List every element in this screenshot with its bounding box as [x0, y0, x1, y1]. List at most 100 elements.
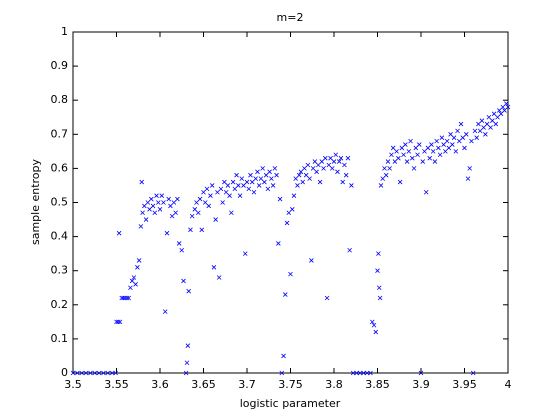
- point: [444, 138, 450, 144]
- point: [453, 149, 459, 154]
- x-tick-label: 3.55: [104, 378, 129, 391]
- point: [230, 179, 236, 185]
- point: [296, 172, 302, 178]
- point: [399, 145, 405, 151]
- point: [161, 200, 166, 205]
- point: [354, 370, 359, 376]
- point: [310, 166, 316, 171]
- point: [139, 179, 145, 185]
- point: [345, 155, 351, 161]
- point: [253, 176, 258, 181]
- point: [451, 135, 457, 140]
- point: [138, 224, 144, 229]
- point: [364, 370, 370, 376]
- x-tick-label: 3.7: [238, 378, 256, 391]
- point: [369, 319, 375, 325]
- y-tick-label: 0.8: [51, 93, 69, 106]
- point: [404, 159, 410, 164]
- point: [448, 132, 453, 137]
- point: [368, 370, 373, 376]
- point: [149, 196, 154, 202]
- point: [179, 247, 185, 253]
- point: [143, 217, 149, 222]
- point: [335, 169, 340, 175]
- point: [129, 278, 135, 284]
- point: [429, 142, 434, 147]
- point: [427, 155, 432, 161]
- point: [220, 200, 225, 205]
- point: [425, 145, 431, 151]
- point: [213, 217, 218, 222]
- point: [255, 169, 260, 175]
- point: [443, 149, 448, 154]
- point: [293, 176, 299, 181]
- point: [277, 196, 283, 202]
- point: [408, 138, 413, 144]
- point: [208, 193, 213, 198]
- point: [338, 155, 344, 161]
- point: [260, 166, 265, 171]
- point: [316, 162, 321, 168]
- point: [305, 162, 311, 168]
- point: [413, 145, 419, 151]
- point: [469, 138, 474, 144]
- point: [317, 179, 323, 185]
- point: [460, 135, 466, 140]
- point: [265, 186, 271, 192]
- point: [298, 169, 304, 175]
- point: [418, 370, 424, 376]
- point: [192, 207, 198, 212]
- x-tick-label: 3.5: [64, 378, 82, 391]
- point: [195, 210, 201, 216]
- point: [486, 114, 492, 120]
- point: [302, 166, 307, 171]
- point: [309, 258, 314, 263]
- point: [164, 230, 170, 236]
- plot-area: [72, 31, 509, 374]
- point: [456, 138, 462, 144]
- point: [133, 282, 138, 287]
- point: [331, 159, 337, 164]
- point: [274, 172, 279, 178]
- point: [83, 370, 89, 376]
- y-tick-label: 0.7: [51, 127, 69, 140]
- point: [186, 288, 191, 294]
- point: [122, 295, 128, 301]
- point: [142, 203, 147, 209]
- point: [319, 159, 325, 164]
- chart-title: m=2: [277, 11, 304, 24]
- point: [328, 155, 333, 161]
- point: [472, 128, 478, 134]
- point: [498, 111, 504, 117]
- point: [387, 166, 392, 171]
- y-tick-label: 0.9: [51, 59, 69, 72]
- point: [244, 179, 250, 185]
- point: [263, 172, 269, 178]
- y-tick-label: 0.1: [51, 332, 69, 345]
- point: [188, 227, 193, 233]
- point: [410, 155, 415, 161]
- point: [101, 370, 106, 376]
- point: [394, 149, 399, 154]
- point: [333, 152, 339, 158]
- point: [117, 319, 123, 325]
- point: [88, 370, 93, 376]
- y-tick-label: 0.5: [51, 196, 69, 209]
- point: [476, 121, 481, 127]
- point: [432, 159, 438, 164]
- point: [300, 179, 305, 185]
- point: [128, 285, 133, 291]
- point: [376, 285, 382, 291]
- point: [303, 172, 309, 178]
- point: [323, 155, 328, 161]
- point: [140, 210, 145, 216]
- point: [286, 210, 292, 216]
- point: [75, 370, 80, 376]
- point: [458, 121, 464, 127]
- point: [222, 179, 227, 185]
- point: [446, 145, 452, 151]
- point: [256, 183, 262, 188]
- point: [467, 166, 473, 171]
- point: [232, 186, 238, 192]
- point: [237, 193, 243, 198]
